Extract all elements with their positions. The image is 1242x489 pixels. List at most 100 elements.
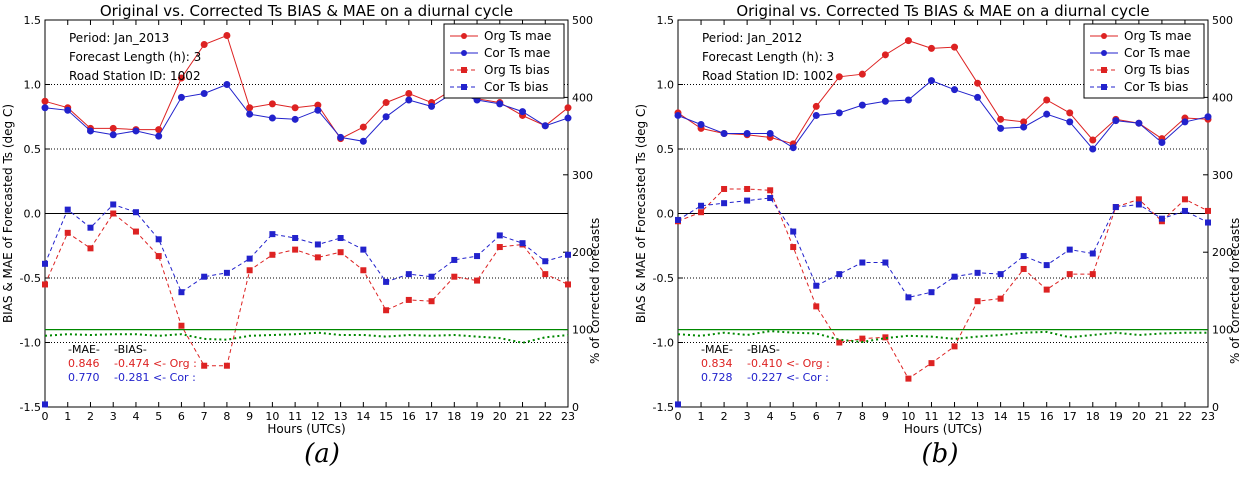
x-tick-label: 5 <box>155 410 162 423</box>
data-point <box>974 79 982 87</box>
legend-swatch-marker <box>1101 33 1107 39</box>
y2-axis-label: % of corrected forecasts <box>1228 218 1242 364</box>
data-point <box>835 73 843 81</box>
data-point <box>223 269 230 276</box>
summary-org-bias: -0.474 <- Org : <box>114 357 197 370</box>
data-point <box>720 130 728 138</box>
series-line <box>44 203 569 293</box>
legend-label: Cor Ts mae <box>1124 46 1190 60</box>
legend-swatch-marker <box>461 50 467 56</box>
x-tick-label: 1 <box>64 410 71 423</box>
data-point <box>178 289 185 296</box>
data-point <box>1043 262 1050 269</box>
x-tick-label: 6 <box>813 410 820 423</box>
data-point <box>1066 271 1073 278</box>
x-tick-label: 7 <box>836 410 843 423</box>
data-point <box>1181 118 1189 126</box>
summary-cor-mae: 0.770 <box>68 371 100 384</box>
data-point <box>928 360 935 367</box>
data-point <box>246 255 253 262</box>
chart-panel-0: Original vs. Corrected Ts BIAS & MAE on … <box>1 2 602 436</box>
data-point <box>337 249 344 256</box>
data-point <box>974 269 981 276</box>
y2-tick-label: 400 <box>1212 91 1233 104</box>
legend: Org Ts mae Cor Ts mae Org Ts bias Cor Ts bi… <box>443 23 565 99</box>
y2-axis-label: % of corrected forecasts <box>588 218 602 364</box>
y-tick-label: -1.5 <box>653 401 674 414</box>
data-point <box>87 245 94 252</box>
data-point <box>1043 96 1051 104</box>
summary-org-mae: 0.834 <box>701 357 733 370</box>
series-cor-marker <box>675 401 681 408</box>
data-point <box>951 343 958 350</box>
data-point <box>314 254 321 261</box>
data-point <box>86 127 94 135</box>
panel-label: (b) <box>922 439 959 469</box>
data-point <box>1181 196 1188 203</box>
data-point <box>1158 215 1165 222</box>
data-point <box>1043 110 1051 118</box>
data-point <box>675 401 681 408</box>
y2-tick-label: 200 <box>572 246 593 259</box>
data-point <box>1205 219 1211 226</box>
data-point <box>223 81 231 88</box>
x-tick-label: 7 <box>201 410 208 423</box>
data-point <box>881 97 889 105</box>
legend-swatch-marker <box>1101 84 1107 90</box>
data-point <box>64 106 72 114</box>
data-point <box>292 235 299 242</box>
data-point <box>383 307 390 314</box>
legend-swatch-marker <box>1101 50 1107 56</box>
x-tick-label: 1 <box>698 410 705 423</box>
data-point <box>223 362 230 369</box>
data-point <box>42 401 48 408</box>
y-tick-label: -0.5 <box>653 272 674 285</box>
data-point <box>904 37 912 45</box>
data-point <box>859 335 866 342</box>
data-point <box>744 197 751 204</box>
data-point <box>1181 207 1188 214</box>
data-point <box>1135 119 1143 127</box>
data-point <box>109 131 117 139</box>
data-point <box>246 110 254 118</box>
series-line <box>677 197 1209 298</box>
data-point <box>1112 117 1120 125</box>
data-point <box>882 259 889 266</box>
info-text: Forecast Length (h): 3 <box>69 50 201 64</box>
x-tick-label: 10 <box>901 410 915 423</box>
summary-stats: -MAE- -BIAS- 0.846 -0.474 <- Org : 0.770 -0.2… <box>68 343 197 384</box>
data-point <box>405 296 412 303</box>
data-point <box>675 216 681 223</box>
data-point <box>359 123 367 131</box>
data-point <box>997 295 1004 302</box>
data-point <box>927 77 935 85</box>
data-point <box>246 104 254 112</box>
x-tick-label: 2 <box>721 410 728 423</box>
data-point <box>451 273 458 280</box>
legend-label: Cor Ts bias <box>1124 80 1188 94</box>
y2-tick-label: 200 <box>1212 246 1233 259</box>
x-tick-label: 19 <box>1109 410 1123 423</box>
data-point <box>474 277 481 284</box>
legend-label: Cor Ts mae <box>484 46 550 60</box>
legend-item: Org Ts bias <box>1090 63 1190 77</box>
data-point <box>383 278 390 285</box>
data-point <box>405 90 413 98</box>
data-point <box>721 185 728 192</box>
info-text: Forecast Length (h): 3 <box>702 50 834 64</box>
x-axis-label: Hours (UTCs) <box>267 422 345 436</box>
summary-stats: -MAE- -BIAS- 0.834 -0.410 <- Org : 0.728 -0.2… <box>701 343 830 384</box>
x-tick-label: 3 <box>744 410 751 423</box>
data-point <box>698 209 705 216</box>
x-tick-label: 17 <box>425 410 439 423</box>
data-point <box>314 241 321 248</box>
x-tick-label: 17 <box>1063 410 1077 423</box>
data-point <box>1066 246 1073 253</box>
data-point <box>1089 271 1096 278</box>
data-point <box>1066 118 1074 126</box>
x-tick-label: 22 <box>538 410 552 423</box>
data-point <box>474 253 481 260</box>
x-tick-label: 8 <box>859 410 866 423</box>
y-tick-label: -0.5 <box>20 272 41 285</box>
